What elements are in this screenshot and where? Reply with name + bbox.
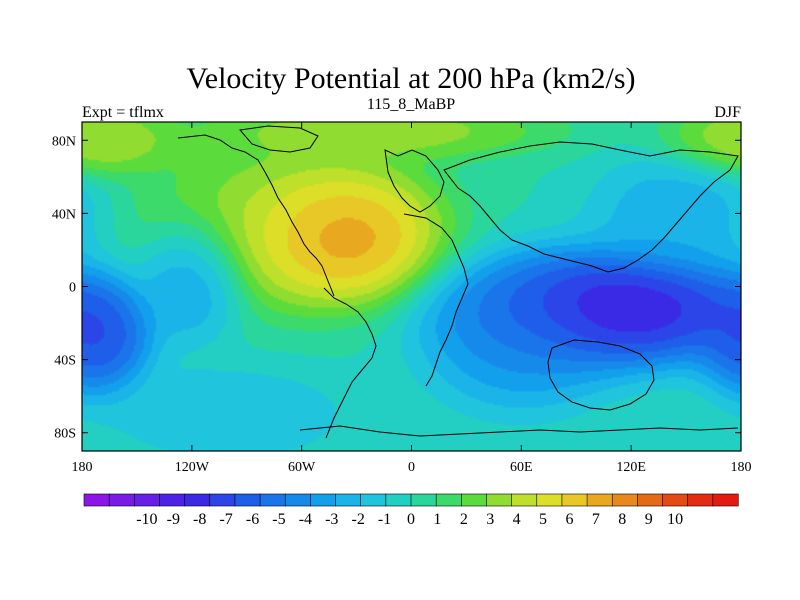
colorbar-swatch [159, 493, 186, 507]
colorbar-swatch [259, 493, 286, 507]
subtitle-center: 115_8_MaBP [367, 96, 455, 113]
colorbar-swatch [586, 493, 613, 507]
coastline-europe [384, 149, 445, 213]
colorbar-swatch [209, 493, 236, 507]
colorbar-label: -4 [299, 511, 312, 528]
colorbar-label: -6 [246, 511, 259, 528]
y-tick-label: 80N [52, 134, 76, 149]
colorbar-swatch [134, 493, 161, 507]
colorbar-swatch [335, 493, 362, 507]
colorbar-swatch [108, 493, 135, 507]
colorbar-swatch [360, 493, 387, 507]
x-tick-label: 120E [616, 460, 646, 475]
x-tick-label: 180 [731, 460, 752, 475]
colorbar: -10 -9 -8 -7 -6 -5 -4 -3 -2 -1 0 1 2 3 4 5 6 7 8 9 10 [83, 493, 739, 528]
colorbar-label: 10 [667, 511, 683, 528]
x-tick-label: 60W [288, 460, 316, 475]
colorbar-swatch [234, 493, 261, 507]
colorbar-swatch [83, 493, 110, 507]
coastline-antarctica [299, 425, 739, 437]
colorbar-label: -3 [325, 511, 338, 528]
coastline-north-america [177, 134, 335, 297]
map-coastlines [177, 125, 739, 439]
colorbar-swatch [662, 493, 689, 507]
colorbar-label: 4 [513, 511, 521, 528]
colorbar-label: 7 [592, 511, 600, 528]
colorbar-label: 3 [486, 511, 494, 528]
colorbar-label: -8 [193, 511, 206, 528]
y-tick-label: 40N [52, 207, 76, 222]
colorbar-swatch [536, 493, 563, 507]
velocity-potential-field [82, 122, 741, 451]
map-field [82, 122, 741, 451]
y-tick-label: 40S [54, 354, 76, 369]
colorbar-swatch [284, 493, 311, 507]
colorbar-swatch [637, 493, 664, 507]
colorbar-label: 1 [433, 511, 441, 528]
colorbar-label: 6 [565, 511, 573, 528]
colorbar-label: 9 [645, 511, 653, 528]
coastline-greenland [239, 125, 319, 153]
colorbar-swatch [511, 493, 538, 507]
colorbar-swatch [486, 493, 513, 507]
coastline-australia [547, 339, 655, 411]
colorbar-swatch [184, 493, 211, 507]
coastline-africa [403, 213, 469, 387]
y-axis: 80N 40N 0 40S 80S [52, 134, 741, 442]
colorbar-label: 5 [539, 511, 547, 528]
x-tick-label: 60E [510, 460, 533, 475]
colorbar-swatch [687, 493, 714, 507]
subtitle-right: DJF [714, 104, 741, 121]
coastline-asia [443, 141, 739, 273]
colorbar-label: 0 [407, 511, 415, 528]
colorbar-swatch [712, 493, 739, 507]
colorbar-label: -9 [167, 511, 180, 528]
x-tick-label: 120W [175, 460, 210, 475]
colorbar-label: -2 [352, 511, 365, 528]
colorbar-label: -7 [219, 511, 232, 528]
subtitle-left: Expt = tflmx [82, 104, 164, 121]
colorbar-swatch [611, 493, 638, 507]
colorbar-swatch [461, 493, 488, 507]
y-tick-label: 0 [69, 281, 76, 296]
coastline-south-america [323, 287, 377, 439]
chart-title: Velocity Potential at 200 hPa (km2/s) [186, 62, 635, 95]
x-tick-label: 0 [408, 460, 415, 475]
colorbar-label: 2 [460, 511, 468, 528]
colorbar-swatch [410, 493, 437, 507]
colorbar-swatch [310, 493, 337, 507]
x-axis: 180 120W 60W 0 60E 120E 180 [72, 122, 752, 475]
colorbar-label: -5 [272, 511, 285, 528]
x-tick-label: 180 [72, 460, 93, 475]
colorbar-label: -10 [136, 511, 157, 528]
colorbar-label: 8 [618, 511, 626, 528]
y-tick-label: 80S [54, 427, 76, 442]
colorbar-label: -1 [378, 511, 391, 528]
colorbar-swatch [435, 493, 462, 507]
colorbar-swatch [385, 493, 412, 507]
colorbar-swatch [561, 493, 588, 507]
